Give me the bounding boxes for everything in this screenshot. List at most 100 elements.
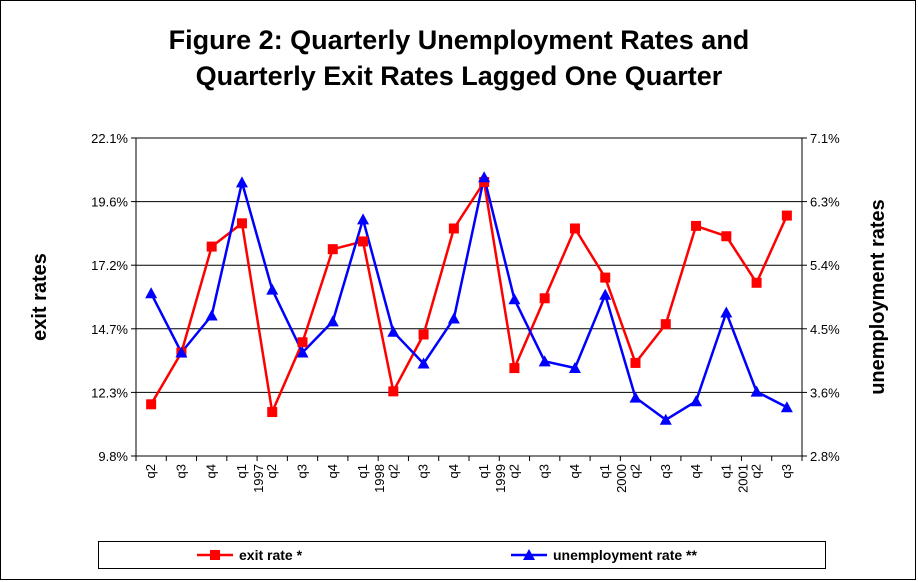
exit-rate-point <box>267 407 278 418</box>
legend-marker-unemployment-rate <box>511 549 547 560</box>
y-left-tick-label: 14.7% <box>91 322 128 337</box>
x-tick-label: q1 <box>718 464 733 478</box>
exit-rate-point <box>418 329 429 340</box>
exit-rate-point <box>630 357 641 368</box>
y-right-tick-label: 6.3% <box>810 195 840 210</box>
exit-rate-point <box>691 220 702 231</box>
unemployment-rate-point <box>690 395 703 407</box>
legend: exit rate * unemployment rate ** <box>98 541 826 569</box>
exit-rate-point <box>509 363 520 374</box>
x-tick-label: q1 <box>234 464 249 478</box>
x-tick-label: q1 <box>476 464 491 478</box>
unemployment-rate-point <box>235 176 248 188</box>
x-tick-label: q3 <box>779 464 794 478</box>
gridlines <box>136 201 802 393</box>
legend-marker-exit-rate <box>197 550 233 560</box>
y-right-tick-label: 5.4% <box>810 258 840 273</box>
exit-rate-point <box>146 399 157 410</box>
x-tick-label: q2 <box>385 464 400 478</box>
unemployment-rate-point <box>720 306 733 318</box>
x-tick-label: q3 <box>416 464 431 478</box>
y-right-tick-label: 2.8% <box>810 449 840 464</box>
x-tick-label: q3 <box>658 464 673 478</box>
unemployment-rate-point <box>629 391 642 403</box>
unemployment-rate-point <box>296 346 309 358</box>
y-left-tick-label: 9.8% <box>98 449 128 464</box>
exit-rate-point <box>660 319 671 330</box>
exit-rate-point <box>236 218 247 229</box>
exit-rate-point <box>297 337 308 348</box>
unemployment-rate-point <box>508 293 521 305</box>
unemployment-rate-point <box>326 315 339 327</box>
x-tick-label: q1 <box>355 464 370 478</box>
series <box>145 171 793 425</box>
x-tick-label: 1999 <box>493 464 508 493</box>
x-tick-label: q1 <box>597 464 612 478</box>
y-right-tick-label: 7.1% <box>810 131 840 146</box>
unemployment-rate-point <box>205 309 218 321</box>
unemployment-rate-point <box>599 288 612 300</box>
axis-ticks: 22.1% 7.1% 19.6% 6.3% 17.2% 5.4% 14.7% 4.5% 12.3… <box>91 131 840 493</box>
exit-rate-point <box>388 386 399 397</box>
x-tick-label: 2001 <box>735 464 750 493</box>
legend-item-unemployment-rate: unemployment rate ** <box>509 542 697 568</box>
x-tick-label: q4 <box>567 464 582 478</box>
y-left-tick-label: 12.3% <box>91 385 128 400</box>
unemployment-rate-point <box>266 283 279 295</box>
y-axis-left-title: exit rates <box>29 253 51 341</box>
legend-label-unemployment-rate: unemployment rate ** <box>553 547 697 563</box>
unemployment-rate-point <box>175 346 188 358</box>
x-tick-label: q2 <box>264 464 279 478</box>
unemployment-rate-point <box>387 325 400 337</box>
x-tick-label: q2 <box>749 464 764 478</box>
x-tick-label: q3 <box>295 464 310 478</box>
x-tick-label: q2 <box>143 464 158 478</box>
unemployment-rate-point <box>568 361 581 373</box>
chart-title-line-2: Quarterly Exit Rates Lagged One Quarter <box>195 61 723 91</box>
exit-rate-point <box>358 236 369 247</box>
exit-rate-point <box>327 244 338 255</box>
exit-rate-point <box>448 223 459 234</box>
series-line-exit-rate <box>150 180 789 414</box>
unemployment-rate-point <box>145 287 158 299</box>
plot-area <box>135 137 803 457</box>
unemployment-rate-point <box>417 357 430 369</box>
x-tick-label: q3 <box>537 464 552 478</box>
x-tick-label: q4 <box>325 464 340 478</box>
x-tick-label: 1997 <box>251 464 266 493</box>
x-tick-label: q4 <box>446 464 461 478</box>
chart-title: Figure 2: Quarterly Unemployment Rates a… <box>0 22 918 94</box>
x-tick-label: 2000 <box>614 464 629 493</box>
exit-rate-point <box>721 231 732 242</box>
y-left-tick-label: 17.2% <box>91 258 128 273</box>
exit-rate-point <box>751 277 762 288</box>
exit-rate-point <box>600 272 611 283</box>
exit-rate-point <box>781 210 792 221</box>
legend-label-exit-rate: exit rate * <box>239 547 303 563</box>
y-axis-right-title: unemployment rates <box>867 199 889 395</box>
unemployment-rate-point <box>357 213 370 225</box>
x-tick-label: q3 <box>173 464 188 478</box>
unemployment-rate-point <box>780 401 793 413</box>
x-tick-label: q4 <box>204 464 219 478</box>
exit-rate-point <box>569 223 580 234</box>
unemployment-rate-point <box>538 355 551 367</box>
y-left-tick-label: 19.6% <box>91 195 128 210</box>
line-chart: 22.1% 7.1% 19.6% 6.3% 17.2% 5.4% 14.7% 4.5% 12.3… <box>29 131 889 493</box>
unemployment-rate-point <box>447 312 460 324</box>
unemployment-rate-point <box>750 385 763 397</box>
y-right-tick-label: 4.5% <box>810 322 840 337</box>
exit-rate-point <box>206 241 217 252</box>
y-right-tick-label: 3.6% <box>810 385 840 400</box>
y-left-tick-label: 22.1% <box>91 131 128 146</box>
x-tick-label: q4 <box>688 464 703 478</box>
chart-title-line-1: Figure 2: Quarterly Unemployment Rates a… <box>168 25 750 55</box>
unemployment-rate-point <box>478 171 491 183</box>
series-line-unemployment-rate <box>149 175 788 422</box>
x-tick-label: q2 <box>628 464 643 478</box>
x-tick-label: q2 <box>506 464 521 478</box>
legend-item-exit-rate: exit rate * <box>195 542 302 568</box>
unemployment-rate-point <box>659 413 672 425</box>
exit-rate-point <box>539 293 550 304</box>
